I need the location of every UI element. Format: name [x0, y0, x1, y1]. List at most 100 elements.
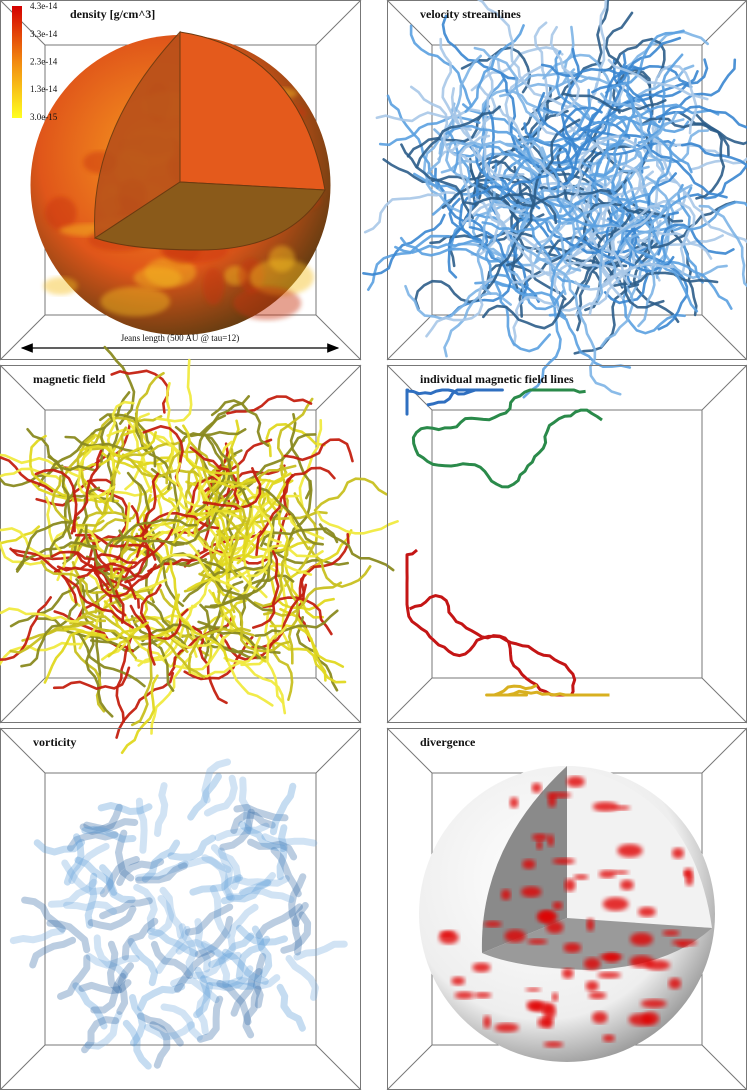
- curve: [568, 125, 645, 197]
- divergence-blob: [520, 886, 542, 898]
- curve: [406, 105, 490, 158]
- curve: [85, 953, 140, 969]
- curve: [135, 797, 148, 854]
- curve: [618, 176, 671, 250]
- curve: [167, 834, 217, 861]
- divergence-blob: [546, 921, 564, 934]
- curve: [90, 625, 172, 652]
- divergence-blob: [474, 992, 492, 999]
- curve: [616, 103, 720, 126]
- curve: [624, 232, 656, 328]
- curve: [293, 492, 319, 574]
- curve: [84, 1011, 123, 1050]
- density-patch: [43, 277, 78, 295]
- curve: [316, 510, 399, 535]
- curve: [695, 114, 726, 200]
- curve: [147, 927, 199, 957]
- box-edge: [0, 1044, 46, 1090]
- curve: [280, 911, 312, 954]
- curve: [189, 874, 243, 896]
- curve: [268, 618, 294, 701]
- panel: 4.3e-14 3.3e-14 2.3e-14 1.3e-14 3.0e-15 Jeans…: [0, 0, 362, 361]
- divergence-blob: [585, 980, 599, 992]
- curve: [613, 271, 719, 287]
- density-patch: [202, 267, 224, 305]
- panel-title: velocity streamlines: [420, 7, 521, 21]
- colorbar-label: 3.0e-15: [30, 112, 58, 122]
- curve: [131, 641, 153, 727]
- curve: [201, 854, 234, 901]
- curve: [458, 185, 511, 248]
- curve: [133, 883, 158, 933]
- curve: [76, 441, 116, 498]
- curve: [610, 204, 661, 286]
- curve: [252, 550, 280, 629]
- curve: [220, 879, 272, 905]
- curve: [52, 666, 131, 690]
- divergence-blob: [588, 991, 607, 1000]
- divergence-blob: [628, 1013, 653, 1026]
- curve: [531, 118, 581, 210]
- curve: [447, 178, 479, 279]
- divergence-blob: [525, 987, 541, 992]
- curve: [247, 838, 298, 861]
- divergence-blob: [509, 797, 519, 809]
- curve: [187, 627, 251, 675]
- curve: [97, 802, 153, 815]
- curve: [175, 593, 229, 662]
- curve: [81, 825, 137, 843]
- curve: [585, 94, 636, 178]
- divergence-blob: [638, 906, 656, 917]
- curve: [658, 58, 737, 124]
- curve: [230, 811, 276, 834]
- curve: [201, 758, 231, 804]
- curve: [99, 897, 153, 920]
- divergence-blob: [671, 939, 697, 946]
- curve: [592, 0, 608, 96]
- curve: [687, 163, 747, 200]
- curve: [226, 395, 313, 415]
- curve: [79, 803, 123, 835]
- curve: [106, 414, 120, 503]
- curve: [210, 844, 242, 890]
- curve: [93, 934, 129, 979]
- curve: [481, 188, 562, 232]
- box-edge: [0, 677, 46, 724]
- box-edge: [386, 0, 433, 46]
- box-edge: [701, 364, 747, 411]
- curve: [135, 372, 165, 451]
- curve: [653, 64, 698, 135]
- curve: [534, 199, 618, 263]
- curve: [81, 482, 143, 534]
- field-line: [405, 388, 504, 416]
- curve: [495, 283, 551, 353]
- curve: [596, 214, 647, 302]
- curve: [129, 634, 206, 679]
- curve: [214, 822, 270, 842]
- curve: [624, 67, 690, 133]
- curve: [0, 525, 41, 545]
- curve: [529, 21, 549, 117]
- curve: [375, 108, 481, 123]
- curve: [57, 954, 91, 1000]
- box-edge: [0, 314, 46, 361]
- curve: [414, 279, 490, 310]
- curve: [21, 896, 66, 933]
- divergence-blob: [573, 874, 589, 880]
- curve: [69, 588, 154, 625]
- curve: [43, 630, 107, 684]
- curve: [212, 464, 297, 493]
- curve: [141, 839, 181, 883]
- curve: [464, 192, 558, 225]
- curve: [83, 818, 139, 833]
- panel-title: divergence: [420, 735, 476, 749]
- curve: [511, 194, 586, 252]
- curve: [72, 982, 108, 1030]
- divergence-blob: [662, 930, 680, 937]
- curve: [182, 566, 264, 603]
- colorbar-label: 2.3e-14: [30, 56, 58, 66]
- curve: [77, 562, 157, 579]
- panel-title: individual magnetic field lines: [420, 372, 574, 386]
- curve: [536, 91, 602, 142]
- curve: [194, 915, 234, 958]
